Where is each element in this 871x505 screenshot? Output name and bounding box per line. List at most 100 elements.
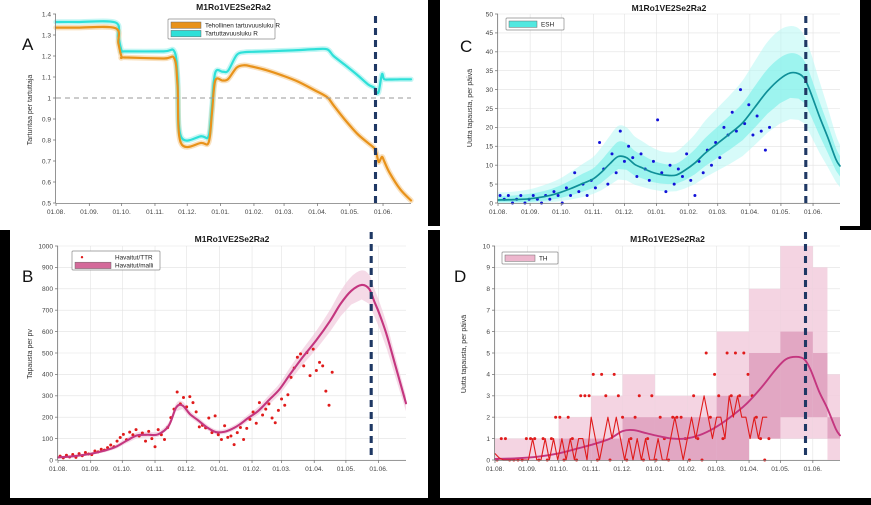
svg-text:200: 200: [42, 415, 53, 422]
svg-text:01.10.: 01.10.: [112, 209, 131, 216]
svg-text:900: 900: [42, 265, 53, 272]
svg-text:01.08.: 01.08.: [47, 209, 66, 216]
svg-text:01.06.: 01.06.: [804, 209, 823, 216]
svg-text:600: 600: [42, 329, 53, 336]
svg-text:01.09.: 01.09.: [80, 209, 99, 216]
svg-text:01.06.: 01.06.: [369, 466, 388, 473]
svg-text:1.4: 1.4: [42, 11, 51, 18]
svg-text:TH: TH: [539, 255, 548, 262]
divider-bottom-strip: [0, 498, 871, 505]
svg-text:45: 45: [486, 30, 494, 37]
svg-text:7: 7: [486, 308, 490, 315]
svg-text:M1Ro1VE2Se2Ra2: M1Ro1VE2Se2Ra2: [632, 3, 707, 13]
panel-a-chart: A M1Ro1VE2Se2Ra2 0.5 0.6 0.7 0.8 0.9 1 1.1 1.2 1.3…: [22, 2, 414, 216]
svg-text:C: C: [460, 37, 472, 56]
svg-text:Tapausta per pv: Tapausta per pv: [27, 329, 34, 379]
svg-text:10: 10: [486, 163, 494, 170]
svg-text:0: 0: [49, 457, 53, 464]
svg-text:1: 1: [47, 95, 51, 102]
panel-c: C M1Ro1VE2Se2Ra2 0 5 10 15 20 25 30 35 40 45 50 01.08…: [440, 0, 860, 226]
svg-text:01.03.: 01.03.: [707, 466, 726, 473]
svg-text:0: 0: [489, 200, 493, 207]
svg-text:01.06.: 01.06.: [374, 209, 393, 216]
svg-text:1.2: 1.2: [42, 53, 51, 60]
svg-text:Tartuntaa per tartuttaja: Tartuntaa per tartuttaja: [27, 75, 34, 146]
svg-text:01.04.: 01.04.: [740, 466, 759, 473]
divider-bottom-right: [860, 0, 871, 226]
svg-text:01.12.: 01.12.: [613, 466, 632, 473]
panel-d-chart: D M1Ro1VE2Se2Ra2 0 1 2 3 4 5 6 7 8 9 10 01.08. 01.09. 0…: [454, 232, 841, 473]
divider-vertical: [428, 0, 440, 226]
svg-text:01.04.: 01.04.: [308, 209, 327, 216]
panel-d: D M1Ro1VE2Se2Ra2 0 1 2 3 4 5 6 7 8 9 10 01.08. 01.09. 0…: [440, 230, 871, 498]
svg-text:Havaitut/malli: Havaitut/malli: [115, 263, 153, 270]
svg-text:4: 4: [486, 372, 490, 379]
svg-text:01.05.: 01.05.: [337, 466, 356, 473]
svg-text:01.11.: 01.11.: [584, 209, 602, 216]
svg-text:01.05.: 01.05.: [771, 466, 790, 473]
panel-a: A M1Ro1VE2Se2Ra2 0.5 0.6 0.7 0.8 0.9 1 1.1 1.2 1.3…: [0, 0, 428, 226]
svg-text:01.08.: 01.08.: [486, 466, 505, 473]
svg-text:Havaitut/TTR: Havaitut/TTR: [115, 254, 153, 261]
svg-text:100: 100: [42, 436, 53, 443]
svg-text:0.7: 0.7: [42, 158, 51, 165]
svg-text:50: 50: [486, 11, 494, 18]
svg-text:D: D: [454, 267, 466, 286]
panel-c-chart: C M1Ro1VE2Se2Ra2 0 5 10 15 20 25 30 35 40 45 50 01.08…: [460, 3, 841, 216]
svg-text:0.9: 0.9: [42, 116, 51, 123]
svg-text:M1Ro1VE2Se2Ra2: M1Ro1VE2Se2Ra2: [195, 234, 270, 244]
svg-text:Tartuttavuusluku R: Tartuttavuusluku R: [205, 31, 258, 38]
svg-text:300: 300: [42, 393, 53, 400]
svg-text:10: 10: [483, 243, 491, 250]
svg-text:M1Ro1VE2Se2Ra2: M1Ro1VE2Se2Ra2: [630, 234, 705, 244]
panel-b-chart: B M1Ro1VE2Se2Ra2 0 100 200 300 400 500 600 700 800…: [22, 232, 408, 473]
svg-text:0.5: 0.5: [42, 200, 51, 207]
svg-text:Tehollinen tartuvuusluku R: Tehollinen tartuvuusluku R: [205, 22, 280, 29]
svg-text:Uutta tapausta, per päivä: Uutta tapausta, per päivä: [461, 315, 468, 393]
svg-text:01.01.: 01.01.: [647, 209, 666, 216]
divider-left-lower: [0, 230, 10, 505]
svg-text:8: 8: [486, 286, 490, 293]
svg-text:01.05.: 01.05.: [341, 209, 360, 216]
svg-text:01.09.: 01.09.: [518, 466, 537, 473]
svg-text:01.12.: 01.12.: [178, 209, 197, 216]
svg-text:40: 40: [486, 49, 494, 56]
svg-text:01.02.: 01.02.: [678, 466, 697, 473]
svg-text:2: 2: [486, 415, 490, 422]
svg-text:5: 5: [486, 350, 490, 357]
divider-vertical-lower: [428, 230, 440, 505]
panel-b: B M1Ro1VE2Se2Ra2 0 100 200 300 400 500 600 700 800…: [10, 230, 428, 498]
svg-text:700: 700: [42, 308, 53, 315]
svg-text:30: 30: [486, 87, 494, 94]
svg-text:01.11.: 01.11.: [582, 466, 600, 473]
svg-text:01.10.: 01.10.: [113, 466, 132, 473]
svg-text:01.11.: 01.11.: [146, 466, 164, 473]
svg-text:0.6: 0.6: [42, 179, 51, 186]
svg-text:01.02.: 01.02.: [245, 209, 264, 216]
svg-text:0.8: 0.8: [42, 137, 51, 144]
svg-text:01.12.: 01.12.: [615, 209, 634, 216]
divider-top-right-strip: [840, 226, 871, 230]
svg-text:1.1: 1.1: [42, 74, 51, 81]
svg-text:01.03.: 01.03.: [275, 209, 294, 216]
svg-text:01.10.: 01.10.: [552, 209, 571, 216]
svg-text:01.08.: 01.08.: [489, 209, 508, 216]
svg-text:35: 35: [486, 68, 494, 75]
svg-text:01.02.: 01.02.: [680, 209, 699, 216]
svg-text:01.09.: 01.09.: [521, 209, 540, 216]
svg-text:ESH: ESH: [541, 21, 555, 28]
svg-text:5: 5: [489, 181, 493, 188]
svg-text:01.01.: 01.01.: [211, 209, 230, 216]
svg-text:01.01.: 01.01.: [210, 466, 229, 473]
svg-text:01.05.: 01.05.: [772, 209, 791, 216]
svg-text:3: 3: [486, 393, 490, 400]
svg-text:0: 0: [486, 457, 490, 464]
svg-text:15: 15: [486, 144, 494, 151]
svg-text:9: 9: [486, 265, 490, 272]
svg-text:01.12.: 01.12.: [177, 466, 196, 473]
svg-text:A: A: [22, 35, 34, 54]
svg-text:25: 25: [486, 106, 494, 113]
svg-text:01.09.: 01.09.: [82, 466, 101, 473]
svg-text:500: 500: [42, 350, 53, 357]
